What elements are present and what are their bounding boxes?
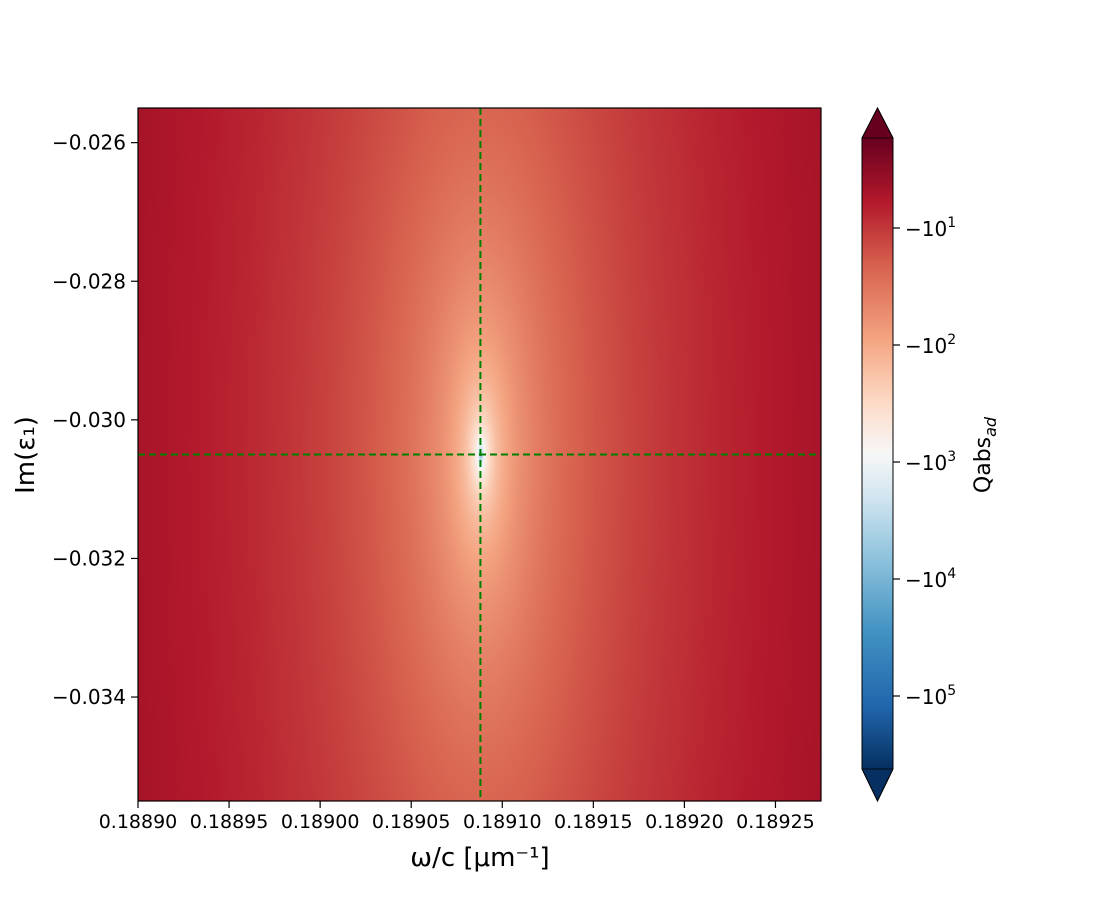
reference-lines	[138, 108, 821, 801]
colorbar-tick-label: −101	[905, 215, 956, 241]
y-tick-label: −0.028	[52, 269, 126, 293]
y-axis: −0.026 −0.028 −0.030 −0.032 −0.034	[52, 131, 138, 709]
x-axis: 0.18890 0.18895 0.18900 0.18905 0.18910 0.189…	[99, 801, 815, 833]
colorbar-extend-bottom	[861, 768, 894, 802]
x-tick-label: 0.18895	[190, 811, 269, 833]
x-tick-label: 0.18905	[372, 811, 451, 833]
x-axis-label: ω/c [μm⁻¹]	[410, 843, 549, 873]
colorbar-tick-label: −104	[905, 566, 956, 592]
colorbar-outline	[861, 106, 894, 803]
colorbar-ticks: −101 −102 −103 −104 −105	[893, 215, 956, 709]
y-tick-label: −0.032	[52, 546, 126, 570]
colorbar-label: Qabsad	[971, 416, 1000, 493]
x-tick-label: 0.18920	[645, 811, 724, 833]
x-tick-label: 0.18915	[554, 811, 633, 833]
colorbar-extend-top	[861, 107, 894, 139]
y-tick-label: −0.030	[52, 408, 126, 432]
y-tick-label: −0.034	[52, 685, 126, 709]
x-tick-label: 0.18910	[463, 811, 542, 833]
x-tick-label: 0.18925	[736, 811, 815, 833]
plot-frame	[137, 107, 822, 802]
colorbar-gradient	[862, 138, 893, 769]
colorbar-tick-label: −102	[905, 332, 956, 358]
x-tick-label: 0.18900	[281, 811, 360, 833]
x-tick-label: 0.18890	[99, 811, 178, 833]
colorbar: −101 −102 −103 −104 −105 Qabsad	[861, 106, 1000, 803]
colorbar-tick-label: −105	[905, 683, 956, 709]
y-axis-label: Im(ε₁)	[11, 416, 41, 494]
y-tick-label: −0.026	[52, 131, 126, 155]
colorbar-tick-label: −103	[905, 449, 956, 475]
